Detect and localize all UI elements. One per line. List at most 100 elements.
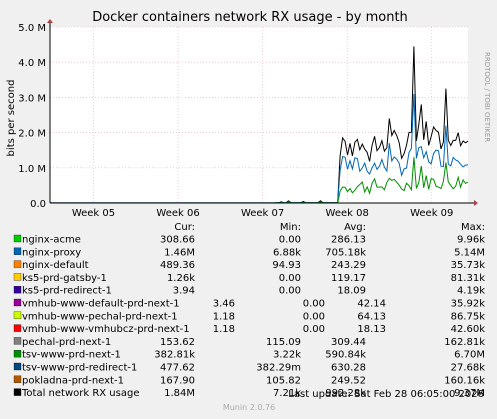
- legend: Cur: Min: Avg: Max: nginx-acme 308.66 0.00 286.…: [13, 222, 486, 399]
- legend-value: 3.94: [173, 286, 195, 297]
- legend-value: 64.13: [357, 311, 386, 322]
- x-axis-arrow: [474, 200, 478, 206]
- legend-value: 18.09: [337, 286, 366, 297]
- legend-header: Avg:: [344, 222, 366, 233]
- legend-value: 1.18: [213, 311, 235, 322]
- legend-value: 308.66: [160, 235, 195, 246]
- legend-name: vmhub-www-pechal-prd-next-1: [22, 311, 178, 322]
- legend-swatch: [13, 273, 22, 281]
- legend-value: 0.00: [279, 286, 301, 297]
- legend-value: 382.81k: [154, 350, 195, 361]
- legend-value: 153.62: [160, 337, 195, 348]
- legend-value: 160.16k: [444, 375, 485, 386]
- legend-swatch: [13, 234, 22, 243]
- legend-swatch: [13, 298, 22, 307]
- legend-value: 590.84k: [325, 350, 366, 361]
- grid: [50, 26, 468, 203]
- legend-value: 6.88k: [273, 247, 301, 258]
- legend-header: Min:: [280, 222, 301, 233]
- legend-value: 81.31k: [451, 273, 486, 284]
- legend-name: nginx-default: [22, 260, 89, 271]
- x-tick-label: Week 08: [326, 208, 369, 219]
- last-update: Last update: Sat Feb 28 06:05:00 2026: [288, 389, 484, 400]
- legend-value: 286.13: [331, 235, 366, 246]
- legend-swatch: [13, 362, 22, 371]
- legend-name: tsv-www-prd-next-1: [22, 350, 121, 361]
- legend-value: 1.46M: [164, 247, 195, 258]
- legend-value: 27.68k: [451, 363, 486, 374]
- legend-value: 0.00: [303, 299, 325, 310]
- legend-header: Max:: [461, 222, 485, 233]
- plot-area: [50, 27, 468, 203]
- legend-value: 249.52: [331, 375, 366, 386]
- legend-value: 0.00: [303, 324, 325, 335]
- legend-swatch: [13, 324, 22, 332]
- legend-value: 105.82: [266, 375, 301, 386]
- legend-swatch: [13, 350, 22, 358]
- y-tick-label: 0.0: [30, 199, 46, 210]
- legend-value: 35.92k: [451, 299, 486, 310]
- legend-value: 243.29: [331, 260, 366, 271]
- legend-value: 162.81k: [444, 337, 485, 348]
- legend-value: 9.96k: [457, 235, 485, 246]
- legend-swatch: [13, 388, 22, 396]
- legend-name: pechal-prd-next-1: [22, 337, 111, 348]
- x-tick-labels: Week 05 Week 06 Week 07 Week 08 Week 09: [72, 208, 454, 219]
- legend-value: 3.22k: [273, 350, 301, 361]
- legend-value: 0.00: [279, 235, 301, 246]
- legend-value: 1.26k: [167, 273, 195, 284]
- chart-title: Docker containers network RX usage - by …: [92, 10, 408, 25]
- x-tick-label: Week 05: [72, 208, 115, 219]
- legend-value: 35.73k: [451, 260, 486, 271]
- legend-value: 4.19k: [457, 286, 485, 297]
- x-tick-label: Week 07: [241, 208, 284, 219]
- legend-header: Cur:: [174, 222, 195, 233]
- legend-value: 42.60k: [451, 324, 486, 335]
- legend-value: 86.75k: [451, 311, 486, 322]
- legend-swatch: [13, 286, 22, 294]
- legend-name: tsv-www-prd-redirect-1: [22, 363, 137, 374]
- x-tick-label: Week 06: [156, 208, 199, 219]
- legend-value: 18.13: [357, 324, 386, 335]
- legend-value: 9.37M: [454, 388, 485, 399]
- legend-value: 309.44: [331, 337, 366, 348]
- legend-swatch: [13, 337, 22, 345]
- legend-swatch: [13, 375, 22, 383]
- x-tick-label: Week 09: [410, 208, 453, 219]
- y-axis-label: bits per second: [6, 80, 17, 157]
- legend-value: 6.70M: [454, 350, 485, 361]
- legend-value: 1.84M: [164, 388, 195, 399]
- legend-value: 3.46: [213, 299, 235, 310]
- legend-name: vmhub-www-vmhubcz-prd-next-1: [22, 324, 190, 335]
- legend-name: vmhub-www-default-prd-next-1: [22, 299, 180, 310]
- munin-version: Munin 2.0.76: [223, 403, 275, 412]
- y-tick-labels: 0.0 1.0 M 2.0 M 3.0 M 4.0 M 5.0 M: [18, 23, 46, 210]
- legend-name: pokladna-prd-next-1: [22, 375, 124, 386]
- legend-value: 630.28: [331, 363, 366, 374]
- legend-value: 382.29m: [256, 363, 301, 374]
- legend-value: 42.14: [357, 299, 386, 310]
- legend-name: ks5-prd-gatsby-1: [22, 273, 107, 284]
- y-tick-label: 2.0 M: [18, 129, 46, 140]
- legend-swatch: [13, 260, 22, 268]
- legend-value: 115.09: [266, 337, 301, 348]
- legend-value: 119.17: [331, 273, 366, 284]
- legend-value: 5.14M: [454, 247, 485, 258]
- legend-value: 489.36: [160, 260, 195, 271]
- legend-value: 705.18k: [325, 247, 366, 258]
- legend-value: 477.62: [160, 363, 195, 374]
- legend-value: 167.90: [160, 375, 195, 386]
- legend-name: Total network RX usage: [21, 388, 139, 399]
- axes: [47, 19, 478, 206]
- legend-swatch: [13, 247, 22, 255]
- legend-value: 7.21k: [273, 388, 301, 399]
- legend-value: 992.28k: [325, 388, 366, 399]
- y-tick-label: 1.0 M: [18, 164, 46, 175]
- legend-value: 0.00: [279, 273, 301, 284]
- rrdtool-credit: RRDTOOL / TOBI OETIKER: [483, 52, 491, 142]
- legend-value: 0.00: [303, 311, 325, 322]
- y-tick-label: 3.0 M: [18, 93, 46, 104]
- y-tick-label: 5.0 M: [18, 23, 46, 34]
- legend-value: 94.93: [272, 260, 301, 271]
